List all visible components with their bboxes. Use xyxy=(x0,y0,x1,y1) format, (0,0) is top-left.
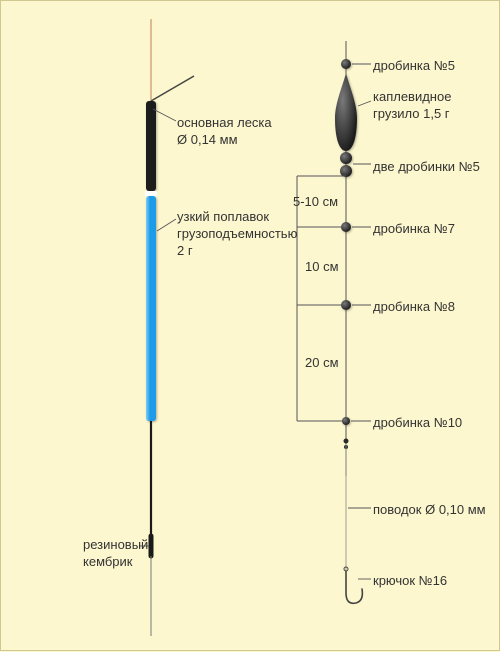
label-shot10: дробинка №10 xyxy=(373,415,462,432)
label-dist3: 20 см xyxy=(305,355,339,372)
label-hook: крючок №16 xyxy=(373,573,447,590)
label-main_line: основная леска Ø 0,14 мм xyxy=(177,115,272,149)
label-two_shot5: две дробинки №5 xyxy=(373,159,480,176)
label-drop: каплевидное грузило 1,5 г xyxy=(373,89,451,123)
label-shot8: дробинка №8 xyxy=(373,299,455,316)
label-float: узкий поплавок грузоподъемностью 2 г xyxy=(177,209,297,260)
label-dist1: 5-10 см xyxy=(293,194,338,211)
label-leader: поводок Ø 0,10 мм xyxy=(373,502,486,519)
label-kembrik: резиновый кембрик xyxy=(83,537,148,571)
label-dist2: 10 см xyxy=(305,259,339,276)
label-shot5: дробинка №5 xyxy=(373,58,455,75)
label-shot7: дробинка №7 xyxy=(373,221,455,238)
